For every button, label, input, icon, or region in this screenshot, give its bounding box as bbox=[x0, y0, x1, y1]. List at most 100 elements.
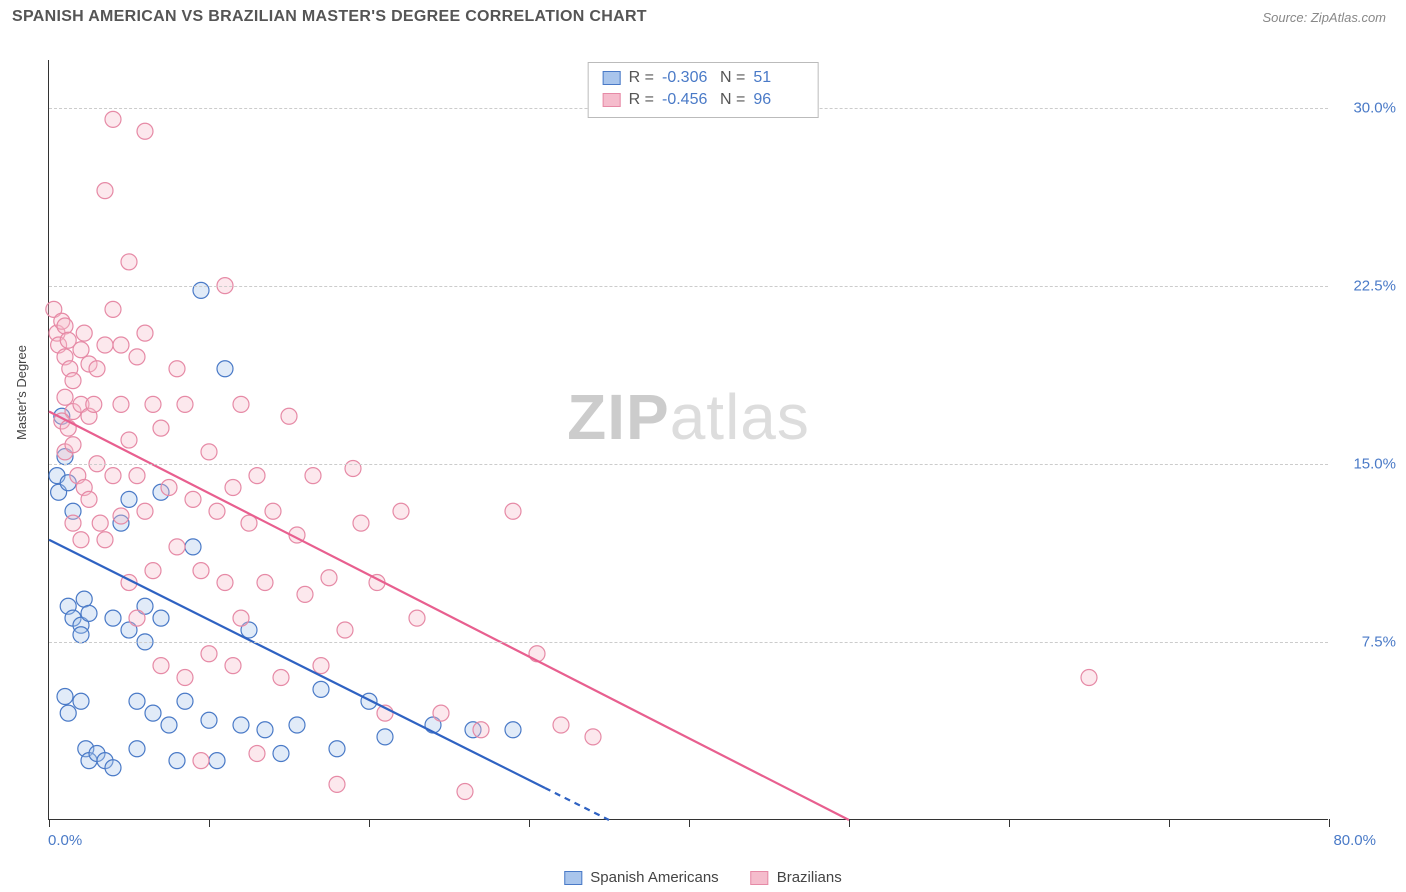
x-tick bbox=[1169, 819, 1170, 827]
data-point bbox=[97, 183, 113, 199]
data-point bbox=[81, 605, 97, 621]
gridline bbox=[49, 286, 1328, 287]
data-point bbox=[169, 753, 185, 769]
data-point bbox=[73, 627, 89, 643]
data-point bbox=[249, 746, 265, 762]
legend-swatch bbox=[564, 871, 582, 885]
data-point bbox=[177, 670, 193, 686]
series-swatch bbox=[603, 93, 621, 107]
data-point bbox=[113, 337, 129, 353]
source-attribution: Source: ZipAtlas.com bbox=[1262, 10, 1386, 25]
data-point bbox=[153, 420, 169, 436]
data-point bbox=[73, 532, 89, 548]
data-point bbox=[145, 396, 161, 412]
data-point bbox=[249, 468, 265, 484]
data-point bbox=[193, 563, 209, 579]
data-point bbox=[585, 729, 601, 745]
data-point bbox=[129, 693, 145, 709]
data-point bbox=[105, 760, 121, 776]
data-point bbox=[105, 610, 121, 626]
data-point bbox=[129, 741, 145, 757]
data-point bbox=[289, 717, 305, 733]
data-point bbox=[257, 575, 273, 591]
data-point bbox=[105, 468, 121, 484]
data-point bbox=[353, 515, 369, 531]
data-point bbox=[177, 396, 193, 412]
data-point bbox=[281, 408, 297, 424]
x-tick bbox=[49, 819, 50, 827]
gridline bbox=[49, 642, 1328, 643]
data-point bbox=[97, 532, 113, 548]
data-point bbox=[473, 722, 489, 738]
y-tick-label: 30.0% bbox=[1353, 99, 1396, 116]
x-tick bbox=[689, 819, 690, 827]
data-point bbox=[65, 515, 81, 531]
x-tick bbox=[209, 819, 210, 827]
data-point bbox=[121, 432, 137, 448]
stat-n-label: N = bbox=[720, 89, 745, 111]
data-point bbox=[305, 468, 321, 484]
data-point bbox=[505, 503, 521, 519]
legend-swatch bbox=[751, 871, 769, 885]
data-point bbox=[393, 503, 409, 519]
data-point bbox=[145, 563, 161, 579]
data-point bbox=[313, 658, 329, 674]
data-point bbox=[153, 610, 169, 626]
stats-row: R = -0.306 N = 51 bbox=[603, 67, 804, 89]
y-tick-label: 15.0% bbox=[1353, 455, 1396, 472]
chart-header: SPANISH AMERICAN VS BRAZILIAN MASTER'S D… bbox=[0, 0, 1406, 30]
data-point bbox=[273, 670, 289, 686]
chart-legend: Spanish AmericansBrazilians bbox=[564, 869, 841, 886]
data-point bbox=[89, 361, 105, 377]
stat-n-label: N = bbox=[720, 67, 745, 89]
data-point bbox=[57, 689, 73, 705]
data-point bbox=[233, 610, 249, 626]
data-point bbox=[169, 361, 185, 377]
data-point bbox=[121, 254, 137, 270]
data-point bbox=[201, 646, 217, 662]
data-point bbox=[113, 508, 129, 524]
data-point bbox=[217, 575, 233, 591]
gridline bbox=[49, 464, 1328, 465]
data-point bbox=[377, 729, 393, 745]
data-point bbox=[185, 491, 201, 507]
data-point bbox=[145, 705, 161, 721]
data-point bbox=[177, 693, 193, 709]
stat-n-value: 96 bbox=[753, 89, 803, 111]
data-point bbox=[321, 570, 337, 586]
data-point bbox=[329, 776, 345, 792]
data-point bbox=[65, 373, 81, 389]
data-point bbox=[129, 349, 145, 365]
stat-r-value: -0.306 bbox=[662, 67, 712, 89]
x-tick bbox=[849, 819, 850, 827]
data-point bbox=[73, 342, 89, 358]
data-point bbox=[233, 717, 249, 733]
data-point bbox=[73, 693, 89, 709]
data-point bbox=[97, 337, 113, 353]
data-point bbox=[137, 503, 153, 519]
data-point bbox=[217, 361, 233, 377]
stat-r-label: R = bbox=[629, 67, 654, 89]
stat-n-value: 51 bbox=[753, 67, 803, 89]
data-point bbox=[225, 658, 241, 674]
x-tick bbox=[1329, 819, 1330, 827]
data-point bbox=[313, 681, 329, 697]
chart-title: SPANISH AMERICAN VS BRAZILIAN MASTER'S D… bbox=[12, 8, 647, 26]
correlation-stats-box: R =-0.306N =51R =-0.456N =96 bbox=[588, 62, 819, 118]
data-point bbox=[60, 705, 76, 721]
scatter-svg bbox=[49, 60, 1328, 819]
trend-line-dashed bbox=[545, 788, 609, 820]
x-tick bbox=[369, 819, 370, 827]
data-point bbox=[129, 468, 145, 484]
data-point bbox=[337, 622, 353, 638]
data-point bbox=[225, 480, 241, 496]
data-point bbox=[161, 717, 177, 733]
data-point bbox=[273, 746, 289, 762]
y-tick-label: 22.5% bbox=[1353, 277, 1396, 294]
data-point bbox=[57, 318, 73, 334]
data-point bbox=[201, 444, 217, 460]
data-point bbox=[201, 712, 217, 728]
legend-item: Spanish Americans bbox=[564, 869, 718, 886]
y-tick-label: 7.5% bbox=[1362, 633, 1396, 650]
data-point bbox=[65, 437, 81, 453]
